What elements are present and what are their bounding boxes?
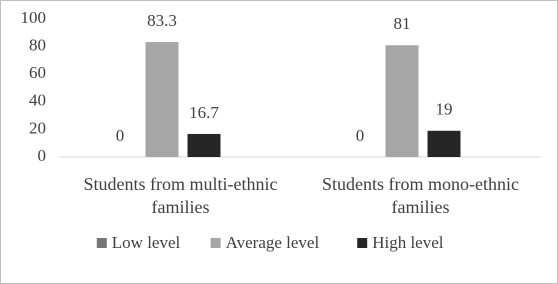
y-tick-label: 100 [21,8,47,27]
value-label: 16.7 [189,103,219,122]
legend-label: High level [372,233,444,252]
legend-label: Low level [112,233,181,252]
legend-swatch [96,238,107,248]
x-tick-label: Students from mono-ethnic families [322,174,519,217]
y-tick-label: 0 [38,146,47,165]
y-tick-label: 20 [29,118,46,137]
value-label: 83.3 [147,11,177,30]
bar [187,133,221,157]
bar [427,130,461,157]
y-tick-label: 80 [29,36,46,55]
bar [145,42,179,157]
y-tick-label: 40 [29,91,46,110]
x-tick-label: Students from multi-ethnic families [83,174,278,217]
y-tick-label: 60 [29,63,46,82]
value-label: 81 [394,14,411,33]
legend-swatch [210,238,221,248]
legend-label: Average level [226,233,320,252]
value-label: 0 [116,126,125,145]
bar [385,45,419,157]
legend-swatch [357,238,368,248]
value-label: 19 [436,100,453,119]
value-label: 0 [356,126,365,145]
